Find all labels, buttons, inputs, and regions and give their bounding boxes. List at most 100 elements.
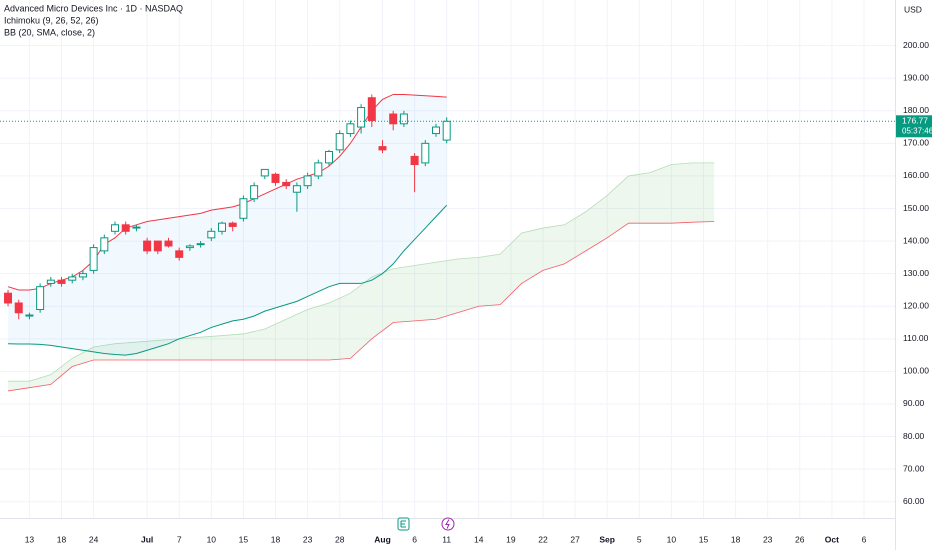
x-tick-label: 6 bbox=[862, 534, 867, 544]
x-tick-label: 14 bbox=[474, 534, 484, 544]
x-tick-label: Oct bbox=[825, 534, 839, 544]
earnings-glyph bbox=[400, 520, 406, 528]
indicator-label: BB (20, SMA, close, 2) bbox=[4, 27, 95, 37]
candle-body bbox=[399, 113, 408, 125]
candle-body bbox=[89, 247, 98, 271]
candle-body bbox=[36, 286, 45, 310]
x-tick-label: Jul bbox=[141, 534, 153, 544]
x-tick-label: 18 bbox=[57, 534, 67, 544]
y-tick-label: 150.00 bbox=[903, 203, 929, 213]
candle-body bbox=[143, 240, 152, 252]
plot-area bbox=[0, 93, 895, 392]
candle-body bbox=[207, 230, 216, 239]
candle-body bbox=[239, 198, 248, 219]
x-tick-label: 23 bbox=[303, 534, 313, 544]
x-tick-label: 7 bbox=[177, 534, 182, 544]
x-tick-label: 18 bbox=[731, 534, 741, 544]
candle-body bbox=[228, 222, 237, 227]
x-tick-label: Sep bbox=[599, 534, 615, 544]
event-icon[interactable] bbox=[441, 517, 455, 531]
currency-label: USD bbox=[904, 4, 922, 14]
cloud-line bbox=[7, 221, 715, 392]
candle-body bbox=[196, 243, 205, 246]
x-tick-label: 6 bbox=[412, 534, 417, 544]
candle-body bbox=[442, 120, 451, 141]
x-tick-label: 27 bbox=[570, 534, 580, 544]
candle-body bbox=[421, 142, 430, 164]
candle-body bbox=[175, 250, 184, 258]
candle-body bbox=[4, 292, 13, 304]
x-tick-label: 15 bbox=[239, 534, 249, 544]
x-tick-label: Aug bbox=[374, 534, 391, 544]
candle-body bbox=[325, 150, 334, 164]
candle-body bbox=[303, 175, 312, 187]
axes: 60.00 70.00 80.00 90.00 100.00 110.00 120.00 13… bbox=[25, 40, 932, 544]
y-tick-label: 130.00 bbox=[903, 268, 929, 278]
candle-body bbox=[153, 240, 162, 252]
candle-body bbox=[335, 133, 344, 151]
y-tick-label: 80.00 bbox=[903, 431, 925, 441]
y-tick-label: 60.00 bbox=[903, 496, 925, 506]
candle-body bbox=[357, 107, 366, 128]
y-tick-label: 200.00 bbox=[903, 40, 929, 50]
candle-body bbox=[378, 146, 387, 151]
countdown-label: 05:37:46 bbox=[902, 126, 932, 135]
x-tick-label: 28 bbox=[335, 534, 345, 544]
earnings-icon[interactable] bbox=[397, 517, 410, 531]
x-tick-label: 10 bbox=[667, 534, 677, 544]
cloud-line bbox=[8, 162, 715, 382]
last-price-box bbox=[896, 115, 932, 138]
cloud-fill bbox=[8, 162, 715, 391]
candle-body bbox=[250, 185, 259, 200]
candle-body bbox=[57, 279, 66, 284]
x-tick-label: 24 bbox=[89, 534, 99, 544]
y-tick-label: 140.00 bbox=[903, 235, 929, 245]
candle-body bbox=[410, 155, 419, 166]
candle-body bbox=[314, 162, 323, 177]
candle-body bbox=[14, 302, 23, 314]
x-tick-label: 26 bbox=[795, 534, 805, 544]
y-tick-label: 160.00 bbox=[903, 170, 929, 180]
x-tick-label: 5 bbox=[637, 534, 642, 544]
candle-body bbox=[389, 113, 398, 125]
indicator-label: Ichimoku (9, 26, 52, 26) bbox=[4, 15, 99, 25]
x-tick-label: 23 bbox=[763, 534, 773, 544]
y-tick-label: 170.00 bbox=[903, 138, 929, 148]
x-tick-label: 22 bbox=[538, 534, 548, 544]
candle-body bbox=[100, 237, 109, 252]
y-tick-label: 70.00 bbox=[903, 463, 925, 473]
x-tick-label: 15 bbox=[699, 534, 709, 544]
x-tick-label: 19 bbox=[506, 534, 516, 544]
x-tick-label: 11 bbox=[442, 534, 451, 544]
candle-body bbox=[46, 279, 55, 284]
chart-title: Advanced Micro Devices Inc · 1D · NASDAQ bbox=[4, 3, 183, 13]
y-tick-label: 180.00 bbox=[903, 105, 929, 115]
x-tick-label: 10 bbox=[207, 534, 217, 544]
candle-body bbox=[367, 97, 376, 122]
y-tick-label: 120.00 bbox=[903, 300, 929, 310]
bb-line bbox=[8, 204, 448, 356]
candle-body bbox=[431, 126, 440, 135]
candle-body bbox=[164, 240, 173, 247]
y-tick-label: 110.00 bbox=[903, 333, 929, 343]
candle-body bbox=[185, 245, 194, 249]
candle-body bbox=[78, 273, 87, 278]
y-tick-label: 90.00 bbox=[903, 398, 925, 408]
candle-body bbox=[260, 168, 269, 177]
y-tick-label: 100.00 bbox=[903, 366, 929, 376]
candle-body bbox=[282, 181, 291, 187]
y-tick-label: 190.00 bbox=[903, 72, 929, 82]
event-glyph bbox=[445, 519, 450, 529]
candle-body bbox=[271, 173, 280, 183]
bb-fill bbox=[8, 94, 447, 356]
x-tick-label: 18 bbox=[271, 534, 281, 544]
candle-body bbox=[346, 123, 355, 135]
candle-body bbox=[111, 224, 120, 232]
candle-body bbox=[68, 276, 77, 281]
x-tick-label: 13 bbox=[25, 534, 35, 544]
candle-body bbox=[292, 185, 301, 193]
last-price-label: 176.77 bbox=[902, 116, 928, 126]
candle-body bbox=[25, 314, 34, 317]
